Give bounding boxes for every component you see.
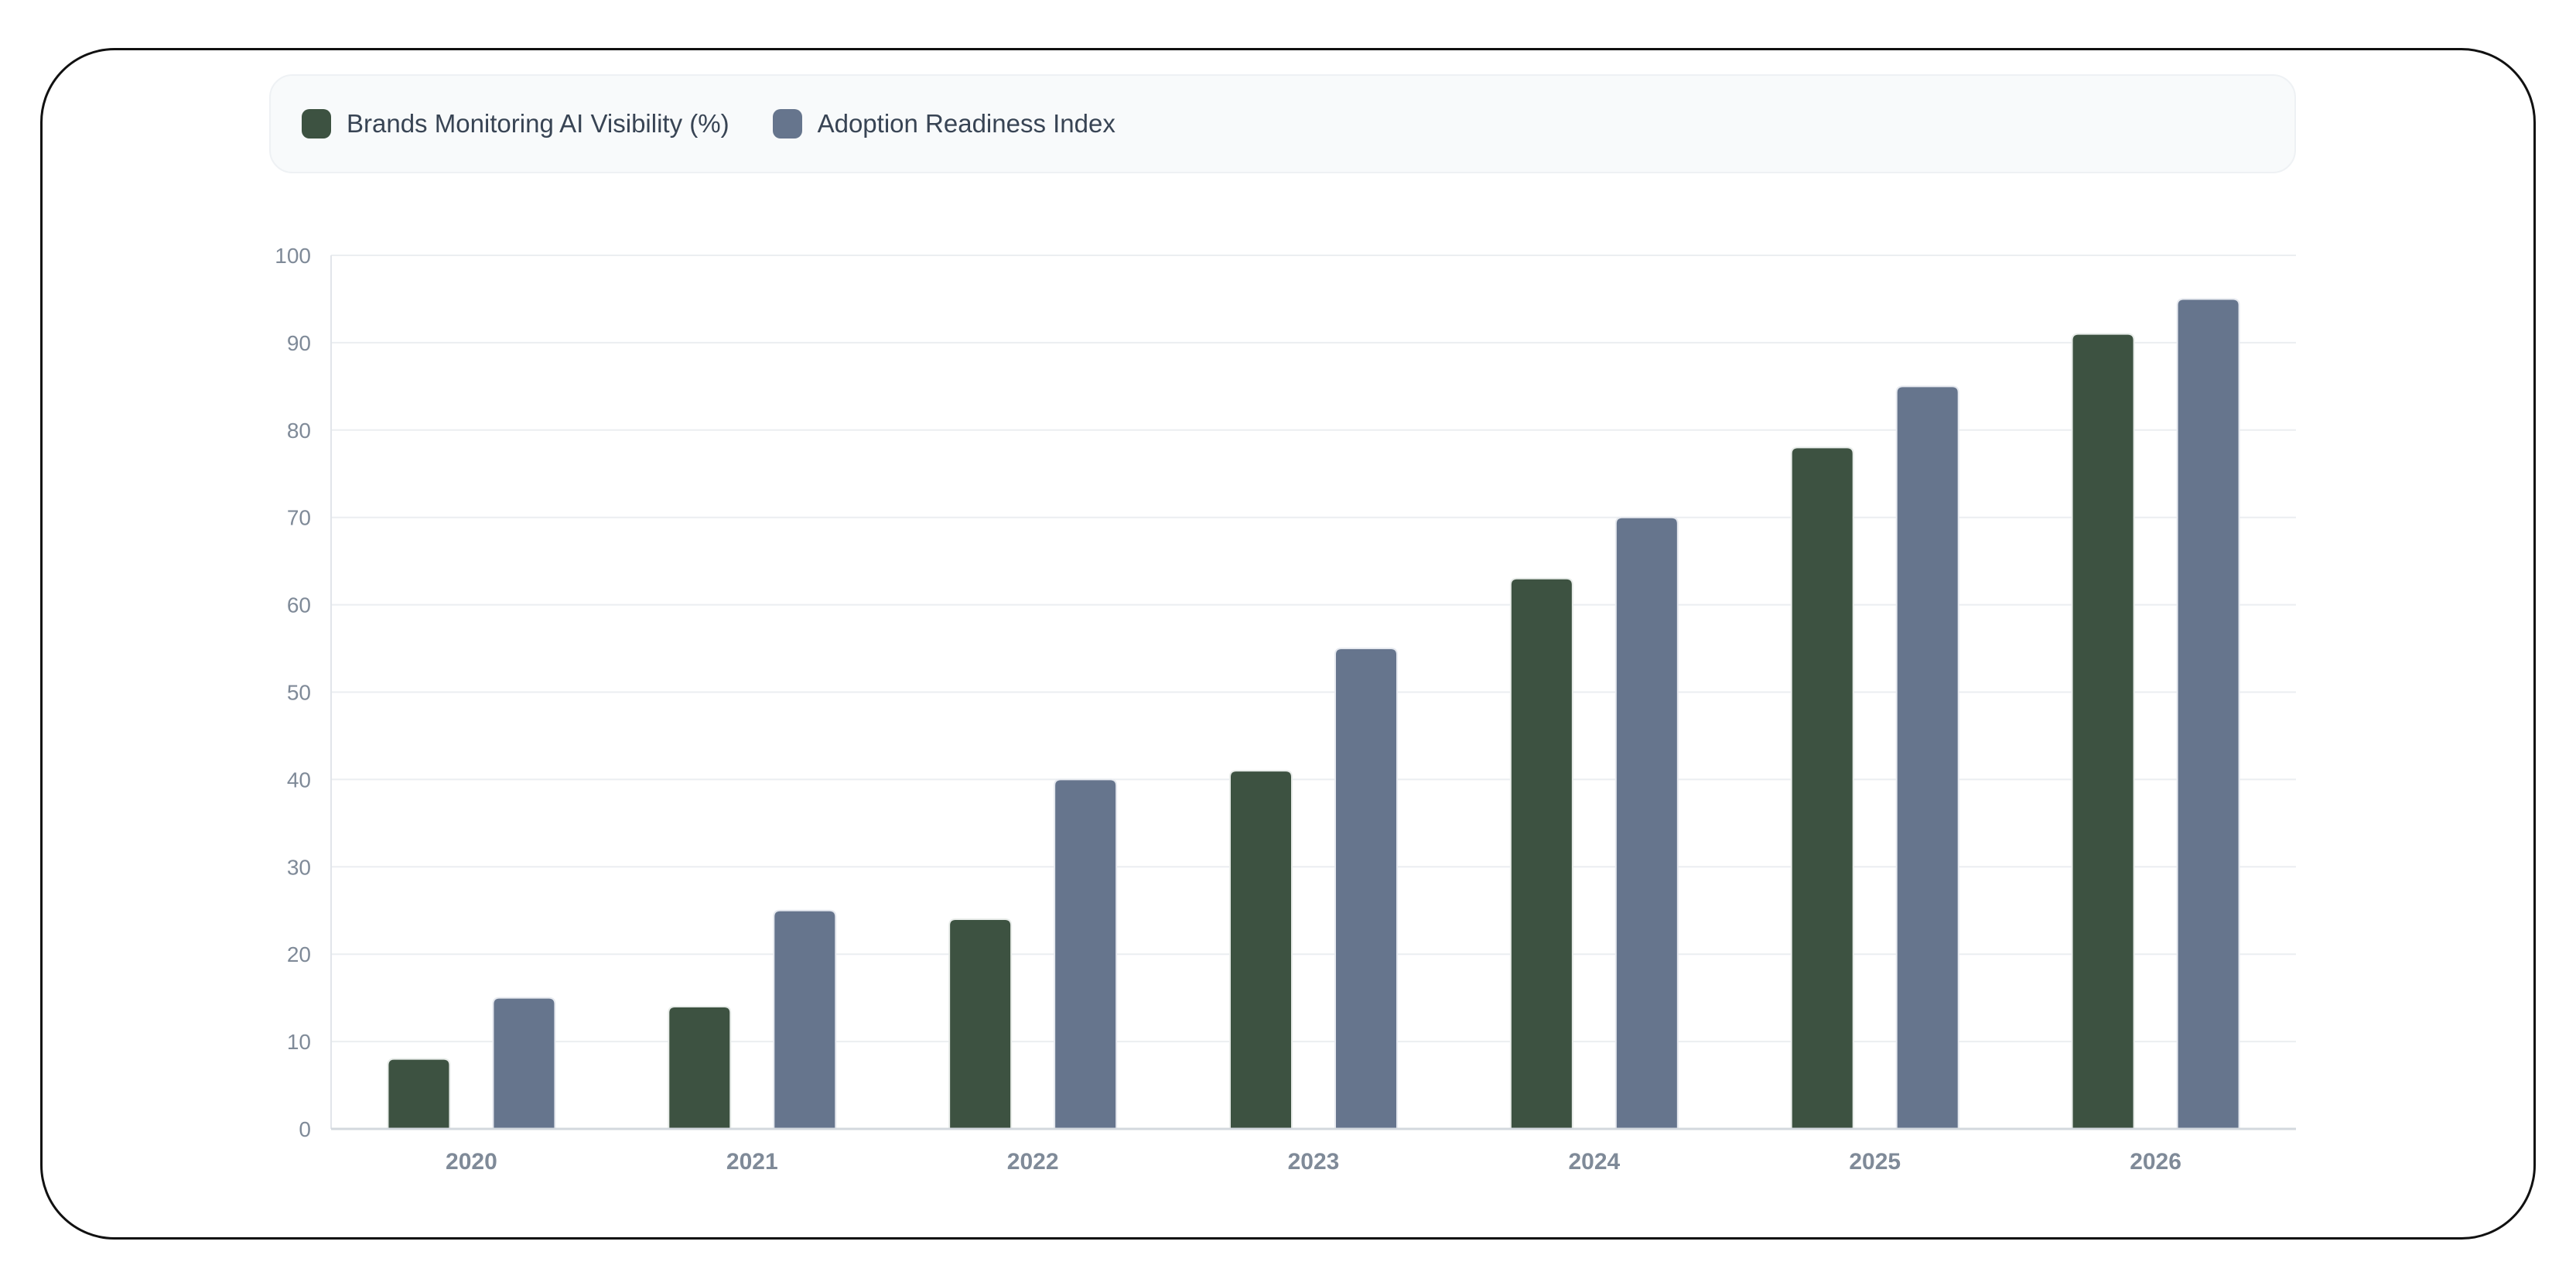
x-tick-label: 2020 — [446, 1149, 497, 1175]
y-tick-label: 50 — [287, 681, 311, 705]
bar-visibility[interactable] — [948, 918, 1013, 1130]
chart-legend: Brands Monitoring AI Visibility (%) Adop… — [269, 74, 2296, 173]
y-tick-label: 70 — [287, 506, 311, 530]
bar-adoption[interactable] — [1895, 385, 1959, 1130]
legend-item-visibility[interactable]: Brands Monitoring AI Visibility (%) — [302, 109, 729, 139]
legend-item-adoption[interactable]: Adoption Readiness Index — [772, 109, 1115, 139]
y-tick-label: 100 — [275, 244, 311, 268]
legend-label-adoption: Adoption Readiness Index — [817, 109, 1115, 138]
bar-adoption[interactable] — [1614, 516, 1679, 1130]
bar-adoption[interactable] — [492, 997, 556, 1130]
y-tick-label: 40 — [287, 768, 311, 792]
legend-swatch-visibility — [302, 109, 331, 139]
x-tick-label: 2026 — [2130, 1149, 2181, 1175]
x-tick-label: 2025 — [1849, 1149, 1901, 1175]
y-tick-label: 90 — [287, 331, 311, 355]
y-tick-label: 10 — [287, 1030, 311, 1054]
y-tick-label: 20 — [287, 942, 311, 966]
x-tick-label: 2021 — [726, 1149, 778, 1175]
bar-visibility[interactable] — [1790, 446, 1854, 1130]
bar-adoption[interactable] — [2176, 298, 2240, 1130]
bar-adoption[interactable] — [773, 909, 837, 1130]
y-tick-label: 80 — [287, 419, 311, 443]
bar-visibility[interactable] — [668, 1005, 732, 1130]
y-tick-label: 60 — [287, 593, 311, 617]
bar-visibility[interactable] — [2071, 333, 2135, 1130]
bar-visibility[interactable] — [1229, 770, 1293, 1130]
x-tick-label: 2024 — [1568, 1149, 1620, 1175]
bar-adoption[interactable] — [1054, 778, 1118, 1130]
legend-swatch-adoption — [772, 109, 802, 139]
x-tick-label: 2023 — [1288, 1149, 1340, 1175]
bar-adoption[interactable] — [1334, 648, 1398, 1130]
legend-label-visibility: Brands Monitoring AI Visibility (%) — [347, 109, 729, 138]
x-tick-label: 2022 — [1007, 1149, 1059, 1175]
y-tick-label: 0 — [299, 1117, 311, 1141]
bar-visibility[interactable] — [1509, 577, 1573, 1130]
y-tick-label: 30 — [287, 855, 311, 879]
bar-visibility[interactable] — [387, 1058, 451, 1130]
